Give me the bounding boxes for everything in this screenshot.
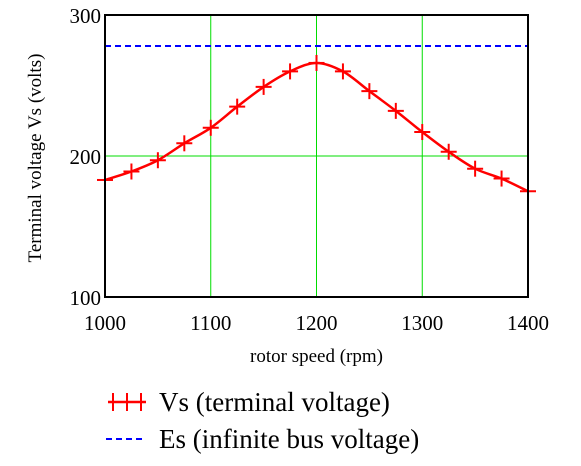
legend-label-vs: Vs (terminal voltage) <box>159 387 390 417</box>
y-tick-label-1: 200 <box>70 145 102 169</box>
vs-point-5 <box>229 98 246 115</box>
vs-point-8 <box>308 54 325 71</box>
vs-point-3 <box>176 135 193 152</box>
x-tick-label-1: 1100 <box>190 311 231 335</box>
vs-point-12 <box>414 124 431 141</box>
vs-point-11 <box>387 102 404 119</box>
x-axis-label: rotor speed (rpm) <box>250 346 383 367</box>
y-tick-label-0: 100 <box>70 286 102 310</box>
legend-swatch-vs <box>108 393 146 411</box>
legend: Vs (terminal voltage) Es (infinite bus v… <box>106 387 419 454</box>
vs-point-14 <box>467 160 484 177</box>
vs-point-4 <box>202 119 219 136</box>
legend-item-es: Es (infinite bus voltage) <box>106 424 419 454</box>
x-tick-labels: 1000 1100 1200 1300 1400 <box>84 311 549 335</box>
vs-point-2 <box>149 152 166 169</box>
vs-point-15 <box>493 170 510 187</box>
vs-point-10 <box>361 83 378 100</box>
x-tick-label-2: 1200 <box>296 311 338 335</box>
plot-frame <box>104 14 529 298</box>
series-layer <box>97 45 536 200</box>
vs-point-1 <box>123 163 140 180</box>
vs-point-9 <box>334 63 351 80</box>
y-tick-labels: 100 200 300 <box>70 4 102 310</box>
x-tick-label-0: 1000 <box>84 311 126 335</box>
y-axis-label: Terminal voltage Vs (volts) <box>25 54 46 263</box>
x-tick-label-3: 1300 <box>401 311 443 335</box>
legend-label-es: Es (infinite bus voltage) <box>159 424 419 454</box>
y-tick-label-2: 300 <box>70 4 102 28</box>
vs-point-6 <box>255 78 272 95</box>
x-tick-label-4: 1400 <box>507 311 549 335</box>
legend-item-vs: Vs (terminal voltage) <box>108 387 390 417</box>
vs-point-7 <box>282 63 299 80</box>
vs-point-13 <box>440 143 457 160</box>
